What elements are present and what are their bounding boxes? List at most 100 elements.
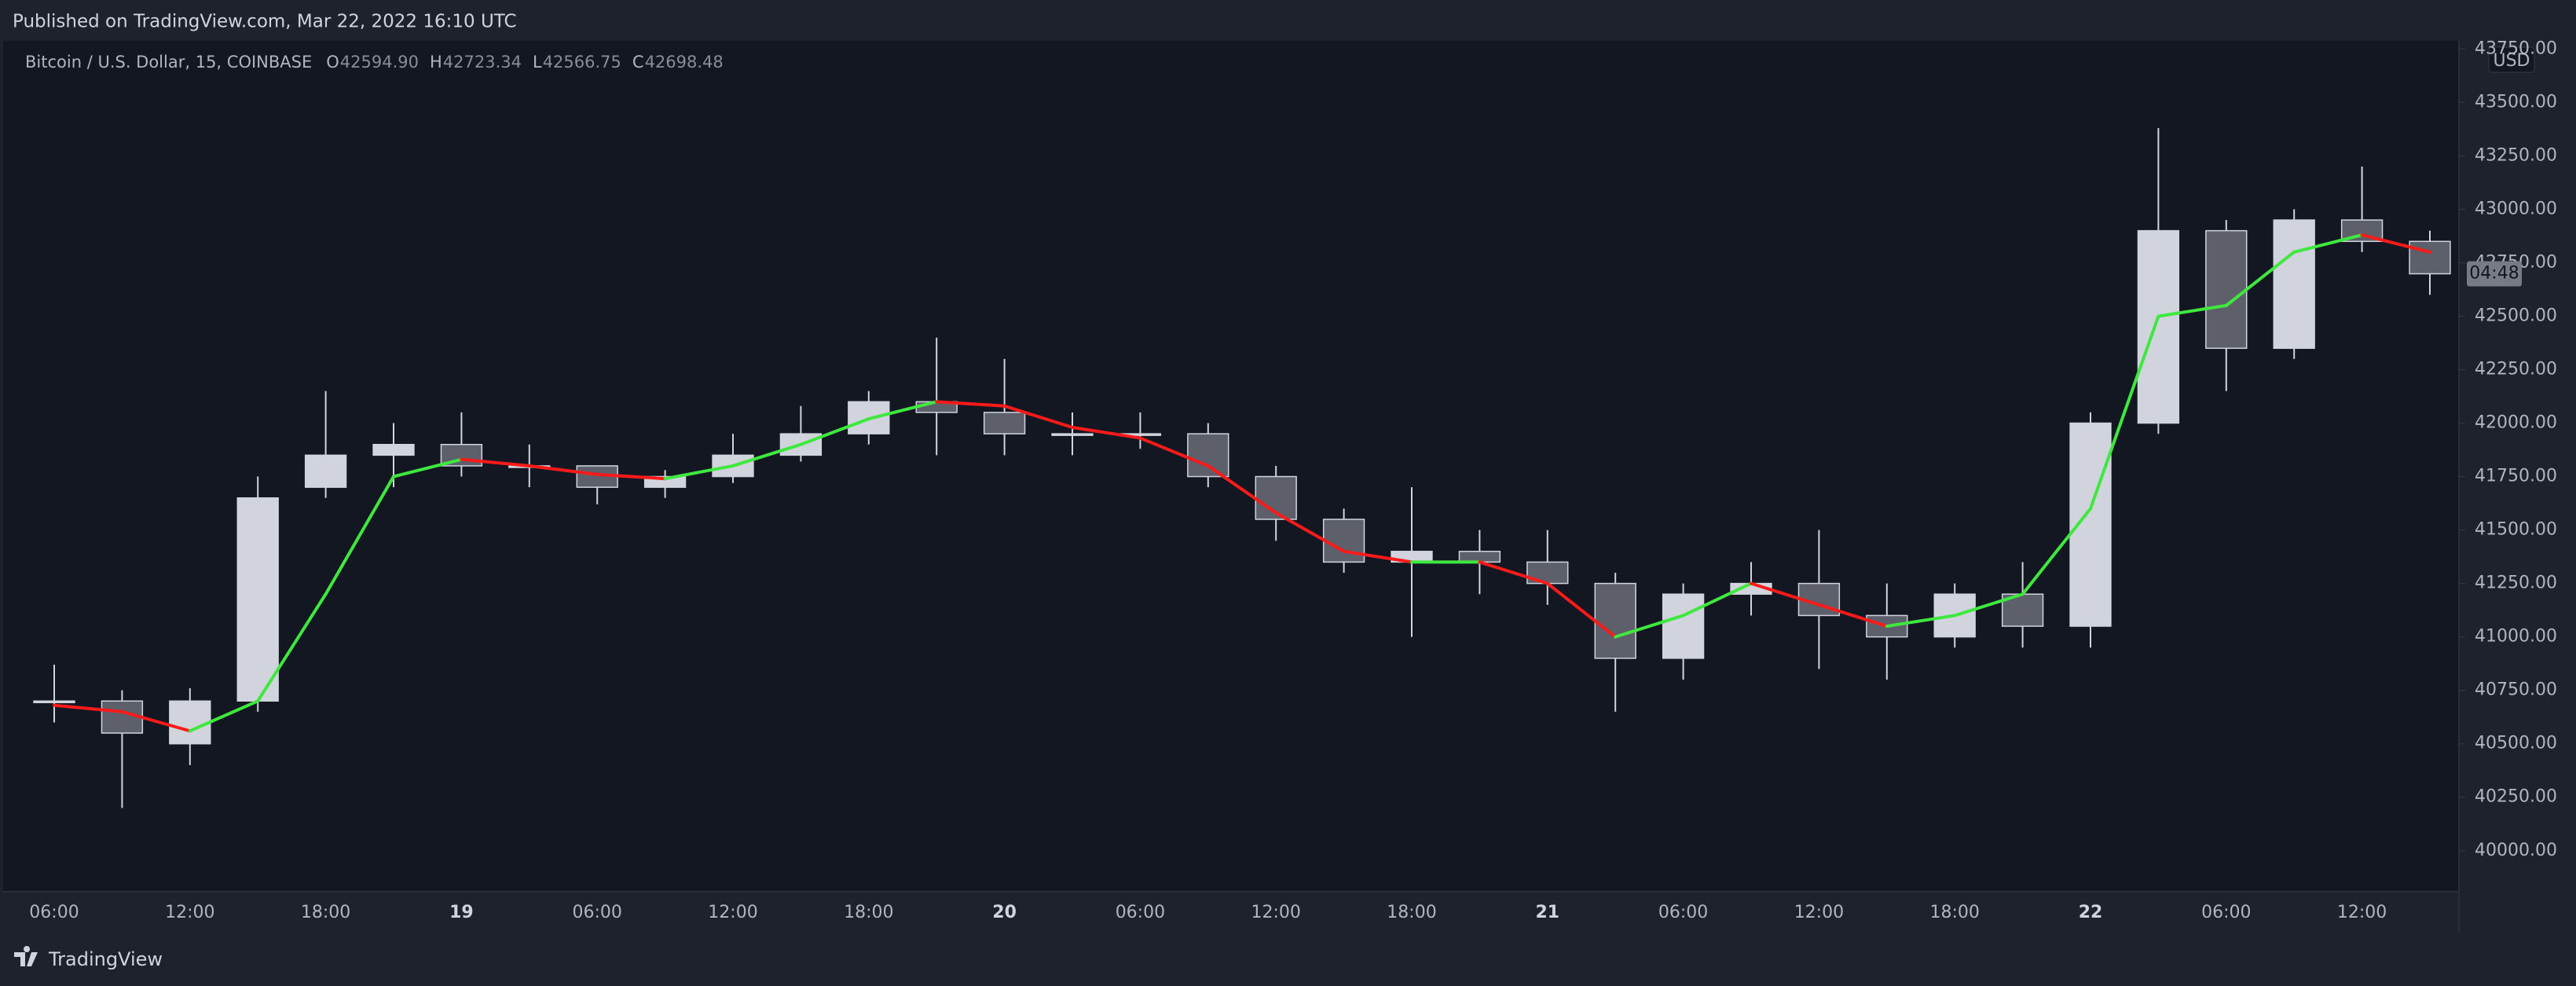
ma-segment <box>460 457 531 467</box>
x-tick-label: 12:00 <box>1251 903 1300 922</box>
ma-segment <box>867 400 939 421</box>
y-tick-label: 40500.00 <box>2475 734 2557 753</box>
candle-body <box>1458 551 1501 563</box>
ma-segment <box>1817 603 1889 629</box>
x-tick-label: 19 <box>449 903 474 922</box>
ma-segment <box>2292 233 2364 254</box>
candle-body <box>2205 229 2248 350</box>
ma-segment <box>799 417 870 446</box>
logo <box>14 946 38 966</box>
ma-segment <box>1750 581 1821 607</box>
y-tick-label: 42000.00 <box>2475 413 2557 433</box>
x-tick-label: 18:00 <box>1387 903 1436 922</box>
brand: TradingView <box>48 948 163 970</box>
y-tick-label: 40250.00 <box>2475 787 2557 807</box>
ma-segment <box>2224 250 2296 307</box>
ma-segment <box>1885 614 1957 629</box>
symbol: Bitcoin / U.S. Dollar, 15, COINBASE <box>25 53 312 71</box>
ma-segment <box>2089 314 2160 511</box>
candle-body <box>169 700 211 745</box>
ma-segment <box>1342 549 1413 564</box>
candle-body <box>2409 240 2451 275</box>
logo-mark <box>14 946 38 966</box>
ma-segment <box>120 709 192 733</box>
x-tick-label: 12:00 <box>165 903 214 922</box>
plot-area <box>3 41 2459 892</box>
candle-body <box>983 412 1026 434</box>
x-tick-label: 18:00 <box>301 903 350 922</box>
x-tick-label: 18:00 <box>1929 903 1979 922</box>
y-tick-label: 43500.00 <box>2475 92 2557 112</box>
candle-body <box>2137 229 2180 424</box>
ma-segment <box>1953 592 2025 618</box>
ma-segment <box>1614 614 1685 639</box>
y-tick-label: 40750.00 <box>2475 680 2557 700</box>
candle-body <box>1187 433 1229 478</box>
y-tick-label: 43250.00 <box>2475 145 2557 165</box>
legend-value: 42594.90 <box>340 53 419 71</box>
legend-key: O <box>326 53 339 71</box>
candle-body <box>848 401 890 434</box>
ma-segment <box>53 703 124 713</box>
legend-value: 42723.34 <box>443 53 522 71</box>
legend-key: H <box>430 53 442 71</box>
ma-segment <box>1138 436 1210 467</box>
x-tick-label: 18:00 <box>844 903 893 922</box>
ma-segment <box>663 464 735 481</box>
candle-body <box>1594 582 1636 659</box>
ma-segment <box>256 592 328 703</box>
y-tick-label: 42500.00 <box>2475 306 2557 325</box>
candle-body <box>1662 593 1705 659</box>
ma-segment <box>2021 507 2092 596</box>
x-tick-label: 22 <box>2079 903 2103 922</box>
ma-segment <box>527 464 599 476</box>
x-tick-label: 06:00 <box>572 903 621 922</box>
currency: USD <box>2493 51 2530 71</box>
legend: Bitcoin / U.S. Dollar, 15, COINBASE O 425… <box>25 53 724 71</box>
ma-segment <box>2156 303 2228 318</box>
x-tick-label: 06:00 <box>2201 903 2251 922</box>
x-tick-label: 12:00 <box>1794 903 1844 922</box>
x-tick-label: 12:00 <box>2337 903 2387 922</box>
candle-body <box>1322 519 1365 563</box>
y-tick-label: 43000.00 <box>2475 199 2557 218</box>
y-tick-label: 41500.00 <box>2475 520 2557 540</box>
candle-body <box>33 700 75 704</box>
x-tick-label: 21 <box>1535 903 1559 922</box>
ma-segment <box>392 457 464 478</box>
x-tick-label: 06:00 <box>1658 903 1708 922</box>
countdown: 04:48 <box>2469 263 2519 283</box>
candle-body <box>1051 433 1094 436</box>
ma-segment <box>595 472 667 481</box>
y-tick-label: 41250.00 <box>2475 574 2557 593</box>
ma-segment <box>1274 511 1346 553</box>
y-tick-label: 41750.00 <box>2475 467 2557 486</box>
candle-body <box>372 443 415 456</box>
ma-segment <box>1071 425 1142 440</box>
ma-segment <box>1002 404 1074 429</box>
legend-value: 42566.75 <box>543 53 621 71</box>
countdown-box <box>2467 261 2522 287</box>
ma-segment <box>1681 581 1753 618</box>
y-tick-label: 43750.00 <box>2475 38 2557 58</box>
currency-box <box>2488 46 2535 73</box>
ma-segment <box>935 400 1006 408</box>
ma-segment <box>1545 581 1618 639</box>
ma-segment <box>731 442 803 467</box>
ma-segment <box>1206 464 1278 515</box>
x-tick-label: 06:00 <box>29 903 79 922</box>
candle-body <box>304 454 347 488</box>
y-tick-label: 40000.00 <box>2475 841 2557 860</box>
legend-key: L <box>533 53 542 71</box>
x-tick-label: 12:00 <box>708 903 757 922</box>
x-tick-label: 06:00 <box>1116 903 1165 922</box>
legend-value: 42698.48 <box>645 53 724 71</box>
published-note: Published on TradingView.com, Mar 22, 20… <box>13 12 517 32</box>
y-tick-label: 41000.00 <box>2475 627 2557 647</box>
legend-key: C <box>632 53 644 71</box>
ma-segment <box>2360 233 2431 254</box>
ma-segment <box>1478 560 1549 585</box>
ma-segment <box>324 475 395 596</box>
